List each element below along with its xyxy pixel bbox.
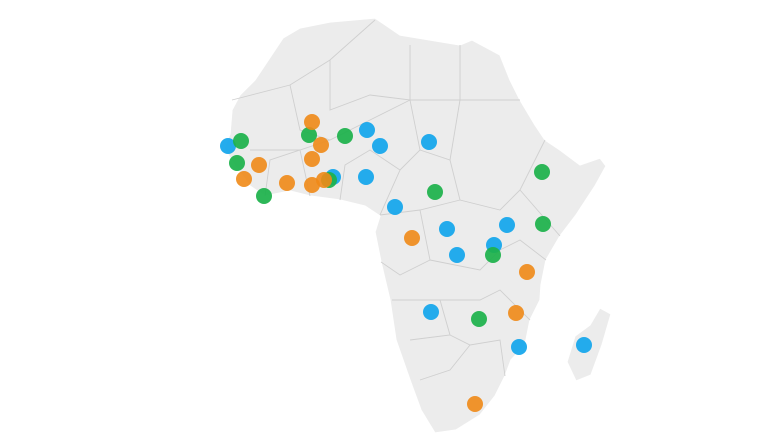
green-marker [535, 216, 551, 232]
blue-marker [421, 134, 437, 150]
blue-marker [387, 199, 403, 215]
blue-marker [372, 138, 388, 154]
border [339, 149, 401, 216]
orange-marker [251, 157, 267, 173]
blue-marker [511, 339, 527, 355]
green-marker [256, 188, 272, 204]
markers [220, 114, 592, 412]
border [380, 209, 431, 276]
orange-marker [304, 114, 320, 130]
blue-marker [449, 247, 465, 263]
border [392, 299, 451, 341]
border [231, 19, 376, 101]
green-marker [301, 127, 317, 143]
blue-marker [423, 304, 439, 320]
green-marker [233, 133, 249, 149]
blue-marker [359, 122, 375, 138]
border [449, 139, 546, 211]
green-marker [229, 155, 245, 171]
border [419, 344, 471, 381]
border [449, 334, 506, 377]
orange-marker [304, 177, 320, 193]
blue-marker [439, 221, 455, 237]
blue-marker [220, 138, 236, 154]
orange-marker [508, 305, 524, 321]
orange-marker [467, 396, 483, 412]
orange-marker [404, 230, 420, 246]
green-marker [485, 247, 501, 263]
blue-marker [576, 337, 592, 353]
orange-marker [236, 171, 252, 187]
green-marker [427, 184, 443, 200]
continent [223, 17, 612, 434]
orange-marker [279, 175, 295, 191]
orange-marker [313, 137, 329, 153]
blue-marker [358, 169, 374, 185]
green-marker [534, 164, 550, 180]
border [440, 289, 531, 321]
green-marker [471, 311, 487, 327]
blue-marker [499, 217, 515, 233]
orange-marker [304, 151, 320, 167]
green-marker [337, 128, 353, 144]
orange-marker [316, 172, 332, 188]
border [519, 189, 561, 237]
border [264, 149, 311, 197]
orange-marker [519, 264, 535, 280]
border [329, 45, 411, 111]
